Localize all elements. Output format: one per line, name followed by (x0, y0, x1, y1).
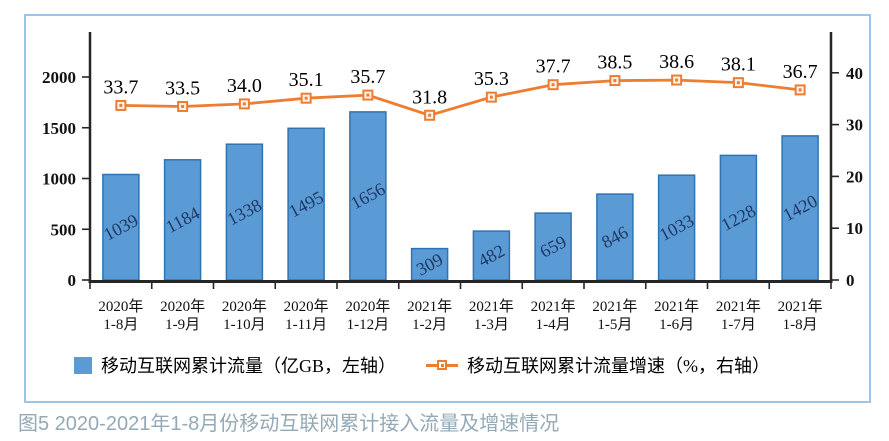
x-category-label: 2021年 1-4月 (531, 298, 576, 333)
x-category-label: 2021年 1-6月 (654, 298, 699, 333)
right-tick-label: 0 (846, 271, 855, 290)
line-value-label: 38.5 (597, 52, 632, 74)
marker-dot-icon (675, 78, 679, 82)
line-value-label: 37.7 (536, 56, 571, 78)
line-value-label: 36.7 (783, 61, 818, 83)
x-axis-labels: 2020年 1-8月 2020年 1-9月 2020年 1-10月 2020年 1-11月 20… (98, 298, 822, 333)
bar (102, 173, 140, 281)
line-value-label: 38.6 (659, 51, 694, 73)
right-tick-label: 10 (846, 219, 863, 238)
x-category-label: 2020年 1-9月 (160, 298, 205, 333)
line-value-label: 35.1 (289, 69, 324, 91)
x-category-label: 2021年 1-8月 (778, 298, 823, 333)
marker-dot-icon (489, 95, 493, 99)
marker-dot-icon (551, 83, 555, 87)
legend-item-growth: 移动互联网累计流量增速（%，右轴） (426, 352, 770, 378)
x-category-label: 2021年 1-3月 (469, 298, 514, 333)
x-category-label: 2021年 1-7月 (716, 298, 761, 333)
line-markers (115, 74, 806, 121)
chart-legend: 移动互联网累计流量（亿GB，左轴） 移动互联网累计流量增速（%，右轴） (26, 348, 869, 382)
line-value-label: 33.7 (103, 76, 138, 98)
left-tick-label: 1500 (42, 119, 76, 138)
line-value-label: 34.0 (227, 75, 262, 97)
bar (657, 174, 696, 281)
left-tick-label: 1000 (42, 170, 76, 189)
figure-caption: 图5 2020-2021年1-8月份移动互联网累计接入流量及增速情况 (18, 413, 560, 435)
line-value-label: 35.7 (350, 66, 385, 88)
marker-dot-icon (304, 96, 308, 100)
x-category-label: 2020年 1-11月 (284, 298, 329, 333)
bar (719, 154, 758, 281)
line-square-marker-icon (437, 360, 448, 370)
x-category-label: 2021年 1-2月 (407, 298, 452, 333)
line-marker-swatch-icon (426, 358, 459, 372)
bar (287, 127, 325, 281)
line-value-label: 38.1 (721, 54, 756, 76)
marker-dot-icon (366, 93, 370, 97)
legend-label-growth: 移动互联网累计流量增速（%，右轴） (467, 356, 771, 376)
bar (410, 247, 449, 281)
growth-line (120, 78, 801, 117)
x-category-label: 2020年 1-10月 (222, 298, 267, 333)
line-value-label: 33.5 (165, 77, 200, 99)
right-tick-label: 30 (846, 116, 863, 135)
bar-series-swatch-icon (74, 356, 92, 374)
right-tick-label: 20 (846, 167, 863, 186)
marker-dot-icon (181, 104, 185, 108)
line-data-labels: 33.7 33.5 34.0 35.1 35.7 31.8 35.3 37.7 38.5 38.6… (103, 51, 817, 108)
legend-item-traffic: 移动互联网累计流量（亿GB，左轴） (74, 352, 396, 378)
x-category-label: 2020年 1-12月 (345, 298, 390, 333)
marker-dot-icon (613, 79, 617, 83)
legend-label-traffic: 移动互联网累计流量（亿GB，左轴） (101, 356, 397, 376)
bar (534, 212, 572, 281)
left-tick-label: 500 (51, 220, 77, 239)
bar (163, 159, 202, 281)
bar (781, 135, 819, 281)
axes: 0 500 1000 1500 2000 0 10 20 30 40 (42, 32, 863, 290)
x-category-label: 2020年 1-8月 (98, 298, 143, 333)
marker-dot-icon (242, 102, 246, 106)
left-tick-label: 2000 (42, 68, 76, 87)
x-category-label: 2021年 1-5月 (592, 298, 637, 333)
chart-card: 1039 1184 1338 1495 1656 309 482 659 846 1033 1228… (24, 14, 871, 403)
line-value-label: 35.3 (474, 68, 509, 90)
marker-dot-icon (798, 88, 802, 92)
left-tick-label: 0 (68, 271, 77, 290)
bar-series (102, 111, 819, 281)
marker-dot-icon (736, 81, 740, 85)
line-value-label: 31.8 (412, 86, 447, 108)
marker-dot-icon (119, 103, 123, 107)
right-tick-label: 40 (846, 64, 863, 83)
marker-dot-icon (428, 113, 432, 117)
